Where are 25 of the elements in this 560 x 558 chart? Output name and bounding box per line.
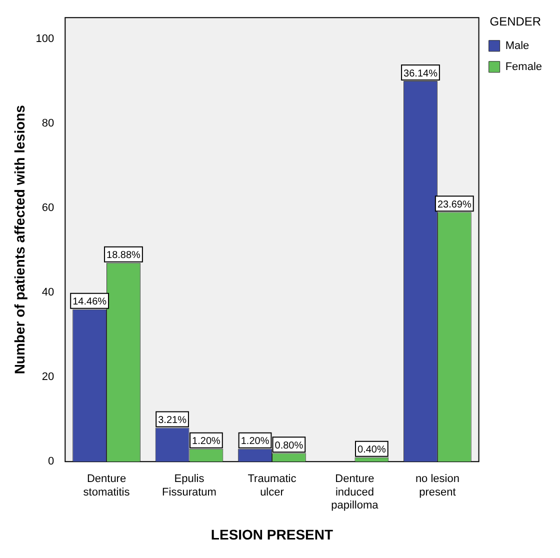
annotation: 0.40% (358, 444, 386, 456)
y-tick-label: 80 (42, 117, 54, 130)
x-axis-title: LESION PRESENT (210, 526, 334, 542)
legend-label: Male (505, 40, 530, 52)
annotation: 23.69% (437, 199, 472, 210)
y-tick-label: 0 (48, 456, 54, 468)
x-tick-label: Denture induced papilloma (331, 473, 380, 512)
x-tick-label: no lesion present (415, 473, 460, 498)
annotation: 1.20% (192, 436, 220, 448)
x-tick-label: Traumatic ulcer (248, 473, 297, 498)
annotation: 14.46% (72, 296, 107, 308)
x-tick-label: Epulis Fissuratum (162, 473, 216, 498)
y-axis-title: Number of patients affected with lesions (11, 104, 28, 374)
y-tick-label: 40 (42, 286, 54, 298)
annotation: 1.20% (240, 436, 270, 448)
legend-label: Female (505, 60, 542, 73)
annotation: 3.21% (158, 415, 187, 426)
y-tick-label: 60 (42, 202, 54, 214)
y-tick-label: 20 (42, 371, 54, 384)
legend-title: GENDER (490, 14, 542, 28)
x-tick-label: Denture stomatitis (83, 473, 130, 498)
annotation: 36.14% (404, 68, 438, 80)
y-tick-label: 100 (36, 32, 54, 45)
annotation: 18.88% (106, 250, 141, 262)
annotation: 0.80% (274, 440, 304, 452)
